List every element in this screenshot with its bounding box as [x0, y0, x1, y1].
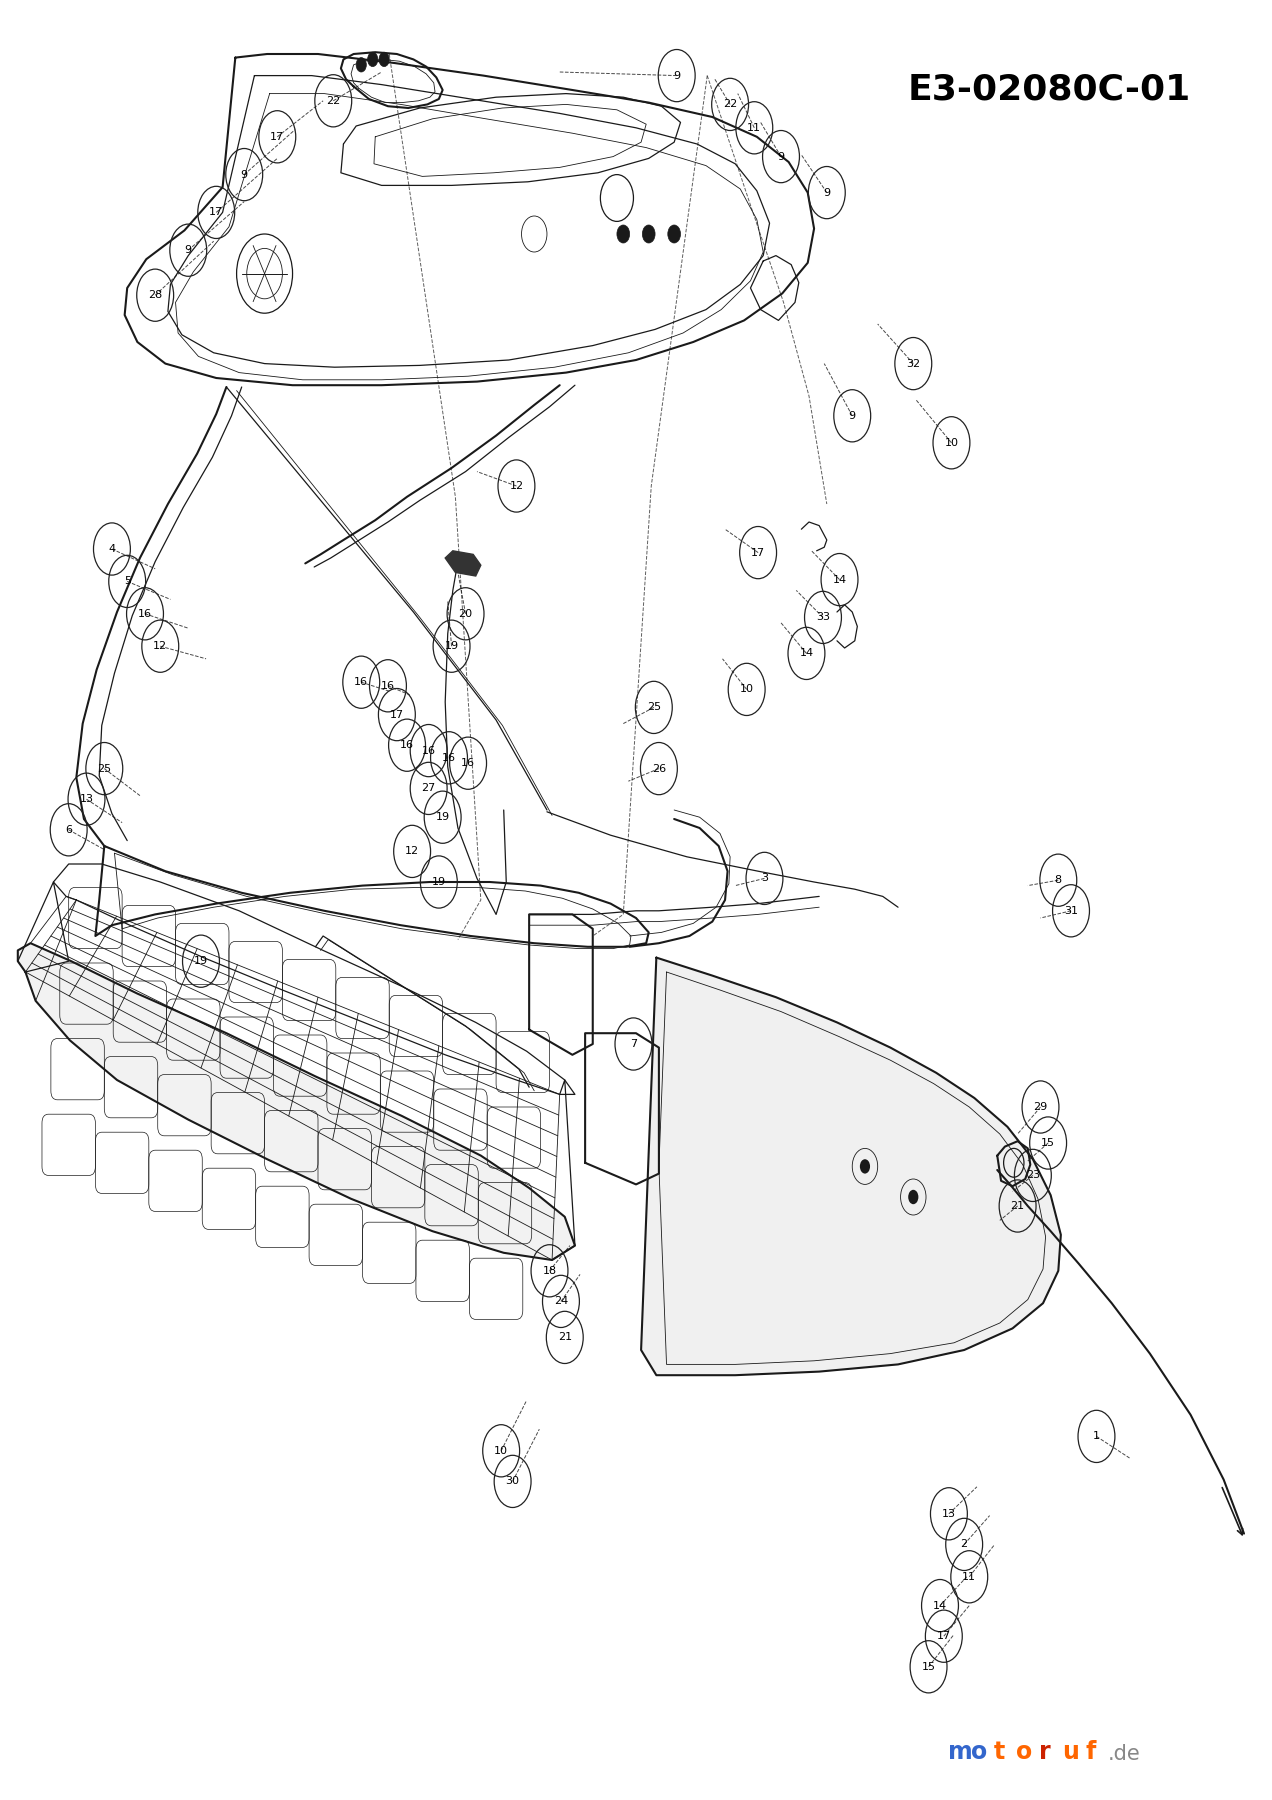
- Text: u: u: [1062, 1741, 1079, 1764]
- Text: 16: 16: [380, 680, 396, 691]
- Text: 1: 1: [1093, 1431, 1100, 1442]
- Text: m: m: [948, 1741, 972, 1764]
- Circle shape: [908, 1190, 918, 1204]
- Text: 9: 9: [823, 187, 831, 198]
- Text: 15: 15: [1040, 1138, 1056, 1148]
- Text: 9: 9: [777, 151, 785, 162]
- Circle shape: [617, 225, 630, 243]
- Text: 16: 16: [441, 752, 457, 763]
- Text: 25: 25: [97, 763, 112, 774]
- Text: 3: 3: [761, 873, 768, 884]
- Text: 16: 16: [460, 758, 476, 769]
- Text: 23: 23: [1025, 1170, 1040, 1181]
- Text: 19: 19: [444, 641, 459, 652]
- Text: o: o: [971, 1741, 987, 1764]
- Text: r: r: [1039, 1741, 1051, 1764]
- Text: 17: 17: [389, 709, 404, 720]
- Circle shape: [379, 52, 389, 67]
- Text: 14: 14: [832, 574, 847, 585]
- Text: 14: 14: [932, 1600, 948, 1611]
- Text: 13: 13: [79, 794, 94, 805]
- Text: 13: 13: [941, 1508, 957, 1519]
- Text: 19: 19: [431, 877, 446, 887]
- Text: 22: 22: [722, 99, 738, 110]
- Text: 7: 7: [630, 1039, 637, 1049]
- Text: 9: 9: [184, 245, 192, 256]
- Text: f: f: [1085, 1741, 1095, 1764]
- Text: 9: 9: [848, 410, 856, 421]
- Text: 19: 19: [193, 956, 209, 967]
- Polygon shape: [18, 943, 575, 1260]
- Text: 30: 30: [505, 1476, 520, 1487]
- Circle shape: [356, 58, 366, 72]
- Text: 28: 28: [148, 290, 163, 301]
- Text: 12: 12: [404, 846, 420, 857]
- Text: 20: 20: [458, 608, 473, 619]
- Circle shape: [860, 1159, 870, 1174]
- Text: 10: 10: [944, 437, 959, 448]
- Text: 19: 19: [435, 812, 450, 823]
- Text: 11: 11: [747, 122, 762, 133]
- Text: 32: 32: [906, 358, 921, 369]
- Text: 17: 17: [209, 207, 224, 218]
- Text: t: t: [993, 1741, 1005, 1764]
- Text: 8: 8: [1054, 875, 1062, 886]
- Polygon shape: [641, 958, 1061, 1375]
- Text: 16: 16: [421, 745, 436, 756]
- Text: 17: 17: [750, 547, 766, 558]
- Text: 10: 10: [739, 684, 754, 695]
- Text: o: o: [1016, 1741, 1033, 1764]
- Text: 4: 4: [108, 544, 116, 554]
- Text: 17: 17: [936, 1631, 951, 1642]
- Text: 27: 27: [421, 783, 436, 794]
- Text: 15: 15: [921, 1661, 936, 1672]
- Polygon shape: [445, 551, 481, 576]
- Text: E3-02080C-01: E3-02080C-01: [908, 72, 1191, 106]
- Text: 12: 12: [153, 641, 168, 652]
- Text: 21: 21: [1010, 1201, 1025, 1211]
- Text: 17: 17: [270, 131, 285, 142]
- Text: 16: 16: [399, 740, 415, 751]
- Text: 2: 2: [960, 1539, 968, 1550]
- Text: 25: 25: [646, 702, 661, 713]
- Circle shape: [668, 225, 681, 243]
- Text: 14: 14: [799, 648, 814, 659]
- Circle shape: [368, 52, 378, 67]
- Text: 12: 12: [509, 481, 524, 491]
- Text: 22: 22: [326, 95, 341, 106]
- Text: 33: 33: [815, 612, 831, 623]
- Text: 21: 21: [557, 1332, 572, 1343]
- Text: 29: 29: [1033, 1102, 1048, 1112]
- Text: 9: 9: [673, 70, 681, 81]
- Text: 11: 11: [962, 1571, 977, 1582]
- Circle shape: [642, 225, 655, 243]
- Text: 9: 9: [240, 169, 248, 180]
- Text: 31: 31: [1063, 905, 1079, 916]
- Text: 16: 16: [137, 608, 153, 619]
- Text: 26: 26: [651, 763, 667, 774]
- Text: 24: 24: [553, 1296, 569, 1307]
- Text: 5: 5: [123, 576, 131, 587]
- Text: .de: .de: [1108, 1744, 1141, 1764]
- Text: 16: 16: [354, 677, 369, 688]
- Text: 6: 6: [65, 824, 73, 835]
- Text: 18: 18: [542, 1265, 557, 1276]
- Text: 10: 10: [494, 1445, 509, 1456]
